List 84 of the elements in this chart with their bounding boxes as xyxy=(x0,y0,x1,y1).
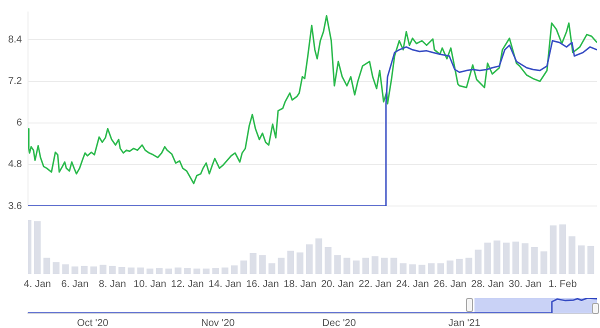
x-tick-label: 1. Feb xyxy=(548,278,578,290)
bar xyxy=(409,264,416,274)
x-tick-label: 8. Jan xyxy=(98,278,126,290)
bar xyxy=(344,258,350,274)
bar xyxy=(531,247,538,274)
bar xyxy=(296,252,304,274)
bar xyxy=(306,244,313,274)
bar xyxy=(578,245,585,274)
y-tick-label: 7.2 xyxy=(8,76,22,88)
x-tick-label: 28. Jan xyxy=(471,278,504,290)
bar xyxy=(372,256,378,274)
bar xyxy=(315,238,322,274)
bar xyxy=(156,268,163,274)
x-tick-label: 10. Jan xyxy=(134,278,166,290)
bar xyxy=(418,264,426,274)
bar xyxy=(362,258,370,274)
x-tick-label: Nov '20 xyxy=(201,318,236,328)
bar xyxy=(80,266,88,274)
bar xyxy=(146,268,154,274)
x-tick-label: 16. Jan xyxy=(246,278,279,290)
bar xyxy=(174,268,182,274)
x-tick-label: 26. Jan xyxy=(434,278,466,290)
y-tick-label: 3.6 xyxy=(8,200,22,212)
bar xyxy=(484,242,491,274)
bar xyxy=(278,258,285,274)
bar xyxy=(540,251,548,274)
bar xyxy=(90,266,98,274)
x-tick-label: Oct '20 xyxy=(76,318,109,328)
x-tick-label: 14. Jan xyxy=(208,278,242,290)
x-tick-label: 24. Jan xyxy=(396,278,429,290)
bar xyxy=(587,246,594,274)
x-tick-label: 30. Jan xyxy=(508,278,542,290)
bar xyxy=(287,250,294,274)
x-tick-label: 6. Jan xyxy=(61,278,89,290)
bar xyxy=(128,268,135,274)
bar xyxy=(109,266,116,274)
x-tick-label: 12. Jan xyxy=(171,278,204,290)
bar xyxy=(494,240,500,274)
y-tick-label: 4.8 xyxy=(8,159,22,170)
bar xyxy=(502,242,510,274)
bar xyxy=(100,264,106,274)
bar xyxy=(193,268,200,274)
bar xyxy=(52,262,60,274)
bar xyxy=(400,263,407,274)
bar xyxy=(268,263,276,274)
bar xyxy=(324,247,332,274)
bar xyxy=(550,225,557,274)
bar xyxy=(428,263,435,274)
bar xyxy=(165,268,172,274)
bar xyxy=(437,263,444,274)
bar xyxy=(381,258,388,274)
bar xyxy=(390,258,398,274)
bar xyxy=(568,236,576,274)
bar xyxy=(34,221,41,274)
x-tick-label: 18. Jan xyxy=(284,278,316,290)
x-tick-label: 20. Jan xyxy=(321,278,354,290)
bar xyxy=(230,265,238,274)
bar xyxy=(334,255,341,274)
bar xyxy=(118,266,126,274)
x-tick-label: Dec '20 xyxy=(322,318,356,328)
bar xyxy=(184,268,191,274)
bar xyxy=(456,258,463,274)
bar xyxy=(43,258,50,274)
bar xyxy=(446,260,454,274)
bar xyxy=(250,252,256,274)
bar xyxy=(474,250,482,274)
x-tick-label: 22. Jan xyxy=(358,278,392,290)
bar xyxy=(352,260,360,274)
bar xyxy=(512,242,520,274)
bar xyxy=(240,260,248,274)
bar xyxy=(559,224,566,274)
bar xyxy=(522,243,528,274)
bar xyxy=(222,268,228,274)
bar xyxy=(72,266,78,274)
x-tick-label: 4. Jan xyxy=(24,278,52,290)
bar xyxy=(137,268,144,274)
bar xyxy=(465,258,472,274)
x-tick-label: Jan '21 xyxy=(448,318,481,328)
bar xyxy=(202,268,210,274)
y-tick-label: 6 xyxy=(16,118,22,129)
bar xyxy=(62,264,69,274)
y-tick-label: 8.4 xyxy=(8,34,22,46)
bar xyxy=(259,255,266,274)
bar xyxy=(212,268,219,274)
